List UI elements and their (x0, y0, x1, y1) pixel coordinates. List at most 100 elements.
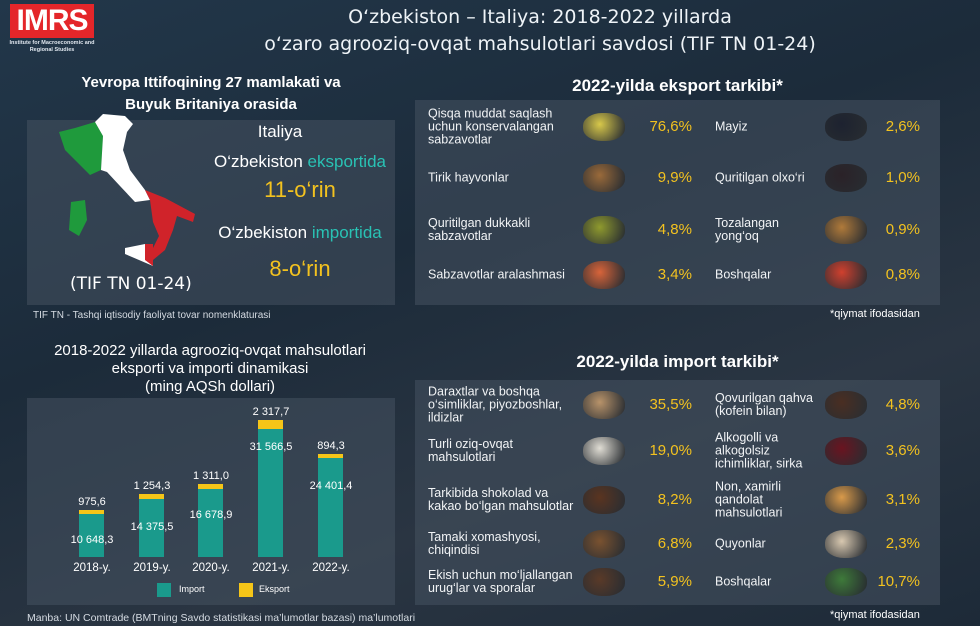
import-rank-label: O‘zbekiston importida (205, 223, 395, 243)
ranking-heading-2: Buyuk Britaniya orasida (125, 96, 297, 113)
mixed-vegetables-icon (583, 261, 625, 289)
list-item-label: Turli oziq-ovqat mahsulotlari (428, 437, 513, 464)
list-item-label: Tozalangan yong‘oq (715, 216, 779, 243)
export-value-label: 2 317,7 (252, 405, 290, 418)
chart-title-2: eksporti va importi dinamikasi (111, 360, 309, 377)
grocery-basket-icon (825, 568, 867, 596)
pastry-icon (825, 486, 867, 514)
wine-icon (825, 437, 867, 465)
export-prefix: O‘zbekiston (214, 152, 308, 171)
list-item-label: Tirik hayvonlar (428, 170, 509, 185)
import-bar (198, 489, 223, 557)
list-item-percent: 6,8% (657, 535, 692, 552)
export-bar (139, 493, 164, 499)
list-item-percent: 1,0% (885, 169, 920, 186)
seeds-icon (583, 568, 625, 596)
mung-beans-icon (583, 216, 625, 244)
list-item-percent: 4,8% (657, 221, 692, 238)
list-item-label: Quyonlar (715, 536, 766, 551)
list-item-percent: 0,9% (885, 221, 920, 238)
export-structure-title: 2022-yilda eksport tarkibi* (572, 76, 783, 95)
list-item-label: Qovurilgan qahva (kofein bilan) (715, 391, 813, 418)
export-value-label: 1 254,3 (133, 479, 171, 492)
import-structure-panel: Daraxtlar va boshqa o‘simliklar, piyozbo… (415, 380, 940, 605)
page-title-line2: o‘zaro agrooziq-ovqat mahsulotlari savdo… (264, 33, 816, 55)
walnut-icon (825, 216, 867, 244)
source-note: Manba: UN Comtrade (BMTning Savdo statis… (27, 612, 416, 624)
list-item-percent: 19,0% (649, 442, 692, 459)
chocolate-icon (583, 486, 625, 514)
legend-export-swatch (239, 583, 253, 597)
prunes-icon (825, 164, 867, 192)
list-item-label: Boshqalar (715, 574, 772, 589)
canned-food-icon (583, 113, 625, 141)
import-structure-title: 2022-yilda import tarkibi* (576, 352, 779, 371)
raisins-icon (825, 113, 867, 141)
italy-map-icon (59, 114, 195, 266)
export-rank-label: O‘zbekiston eksportida (205, 152, 395, 172)
import-prefix: O‘zbekiston (218, 223, 312, 242)
list-item-percent: 9,9% (657, 169, 692, 186)
import-bar (79, 513, 104, 557)
import-rank: 8-o‘rin (269, 256, 331, 281)
list-item-label: Ekish uchun mo‘ljallangan urug‘lar va sp… (428, 568, 573, 595)
country-name: Italiya (257, 122, 303, 141)
import-value-label: 24 401,4 (309, 480, 353, 493)
ranking-heading-1: Yevropa Ittifoqining 27 mamlakati va (81, 74, 341, 91)
list-item-percent: 8,2% (657, 491, 692, 508)
list-item-label: Mayiz (715, 119, 748, 134)
import-bar (318, 458, 343, 557)
import-value-label: 16 678,9 (189, 509, 233, 521)
export-value-label: 975,6 (78, 495, 106, 508)
list-item-percent: 10,7% (877, 573, 920, 590)
imrs-logo: IMRS (10, 4, 94, 38)
export-bar (318, 454, 343, 459)
list-item-label: Quritilgan dukkakli sabzavotlar (428, 216, 531, 243)
legend-export-label: Eksport (259, 584, 290, 594)
export-value-label: 894,3 (317, 440, 345, 453)
page-title-line1: O‘zbekiston – Italiya: 2018-2022 yillard… (348, 6, 732, 28)
import-word: importida (311, 223, 382, 242)
list-item-label: Tarkibida shokolad va kakao bo‘lgan mahs… (428, 486, 574, 513)
list-item-label: Quritilgan olxo‘ri (715, 170, 805, 185)
tobacco-icon (583, 530, 625, 558)
list-item-percent: 76,6% (649, 118, 692, 135)
list-item-percent: 2,6% (885, 118, 920, 135)
bar-chart: 975,6 10 648,3 2018-y. 1 254,3 14 375,5 2019-… (27, 398, 395, 605)
import-value-label: 10 648,3 (70, 533, 114, 546)
tif-footnote: TIF TN - Tashqi iqtisodiy faoliyat tovar… (33, 310, 271, 321)
powder-icon (583, 437, 625, 465)
list-item-label: Sabzavotlar aralashmasi (428, 267, 565, 282)
legend-import-label: Import (179, 584, 205, 594)
export-bar (198, 484, 223, 490)
import-bar (139, 498, 164, 557)
coffee-beans-icon (825, 391, 867, 419)
list-item-percent: 3,1% (885, 491, 920, 508)
year-tick-label: 2018-y. (73, 562, 111, 574)
year-tick-label: 2020-y. (192, 562, 230, 574)
list-item-percent: 5,9% (657, 573, 692, 590)
tif-code: (TIF TN 01-24) (70, 274, 192, 294)
logo-subtitle: Institute for Macroeconomic and Regional… (9, 40, 95, 53)
livestock-icon (583, 164, 625, 192)
year-tick-label: 2021-y. (252, 562, 290, 574)
export-value-label: 1 311,0 (193, 470, 229, 483)
list-item-label: Boshqalar (715, 267, 772, 282)
import-value-label: 14 375,5 (130, 520, 174, 533)
legend-import-swatch (157, 583, 171, 597)
rabbit-icon (825, 530, 867, 558)
import-footnote: *qiymat ifodasidan (830, 609, 920, 621)
list-item-label: Daraxtlar va boshqa o‘simliklar, piyozbo… (428, 384, 563, 425)
list-item-label: Non, xamirli qandolat mahsulotlari (715, 479, 783, 520)
year-tick-label: 2022-y. (312, 562, 350, 574)
year-tick-label: 2019-y. (133, 562, 171, 574)
import-bar (258, 429, 283, 557)
bulbs-icon (583, 391, 625, 419)
list-item-percent: 3,4% (657, 266, 692, 283)
chart-title-1: 2018-2022 yillarda agrooziq-ovqat mahsul… (54, 342, 366, 359)
list-item-percent: 4,8% (885, 396, 920, 413)
fruits-icon (825, 261, 867, 289)
list-item-label: Alkogolli va alkogolsiz ichimliklar, sir… (715, 430, 803, 471)
import-value-label: 31 566,5 (249, 441, 293, 453)
list-item-percent: 0,8% (885, 266, 920, 283)
